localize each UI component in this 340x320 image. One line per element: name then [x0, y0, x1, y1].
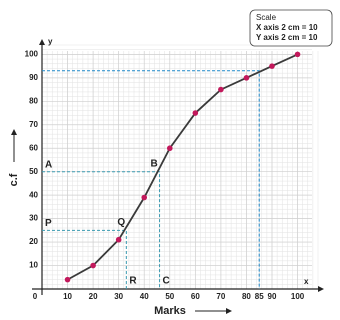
y-axis-label: c.f	[8, 173, 20, 186]
x-tick-label: 85	[255, 292, 264, 301]
guide-label: C	[163, 276, 170, 287]
data-point	[166, 145, 173, 152]
data-point	[141, 194, 148, 201]
data-point	[243, 75, 250, 81]
guide-label: A	[45, 159, 52, 170]
scale-line: Y axis 2 cm = 10	[256, 33, 318, 42]
y-axis-arrow	[39, 39, 45, 45]
data-point	[64, 276, 71, 283]
scale-title: Scale	[256, 13, 277, 22]
data-point	[294, 51, 301, 58]
data-point	[90, 262, 96, 269]
guide-label: B	[151, 158, 158, 169]
data-point	[269, 63, 275, 69]
y-tick-label: 70	[29, 120, 38, 129]
data-point	[115, 236, 122, 243]
data-line	[67, 53, 298, 281]
x-tick-label: 90	[268, 292, 277, 301]
y-tick-label: 50	[29, 167, 38, 176]
data-point	[218, 86, 224, 93]
y-tick-label: 100	[25, 49, 39, 58]
data-point	[192, 110, 199, 116]
y-axis-name: y	[48, 37, 53, 46]
scale-line: X axis 2 cm = 10	[256, 23, 318, 32]
guide-label: P	[45, 218, 52, 229]
y-tick-label: 40	[29, 190, 38, 199]
x-tick-label: 60	[191, 292, 200, 301]
scale-box	[249, 9, 333, 47]
y-tick-label: 80	[29, 96, 38, 105]
x-label-arrow-head	[226, 308, 232, 314]
x-tick-label: 50	[165, 292, 174, 301]
x-axis-label: Marks	[154, 305, 186, 317]
x-tick-label: 70	[216, 292, 225, 301]
y-tick-label: 30	[29, 214, 38, 223]
x-tick-label: 20	[89, 292, 98, 301]
x-axis-name: x	[304, 277, 309, 286]
y-tick-label: 10	[29, 261, 38, 270]
x-tick-label: 30	[114, 292, 123, 301]
x-tick-label: 0	[33, 292, 38, 301]
x-tick-label: 40	[140, 292, 149, 301]
guide-line	[42, 171, 161, 289]
grid	[41, 44, 319, 290]
y-tick-label: 60	[29, 143, 38, 152]
y-label-arrow-head	[11, 129, 17, 135]
x-tick-label: 100	[291, 292, 305, 301]
x-axis-arrow	[318, 286, 324, 292]
y-tick-label: 20	[29, 237, 38, 246]
guide-label: R	[129, 276, 137, 287]
guide-label: Q	[117, 217, 125, 228]
y-tick-label: 90	[29, 73, 38, 82]
guide-line	[42, 70, 260, 289]
x-tick-label: 10	[63, 292, 72, 301]
x-tick-label: 80	[242, 292, 251, 301]
